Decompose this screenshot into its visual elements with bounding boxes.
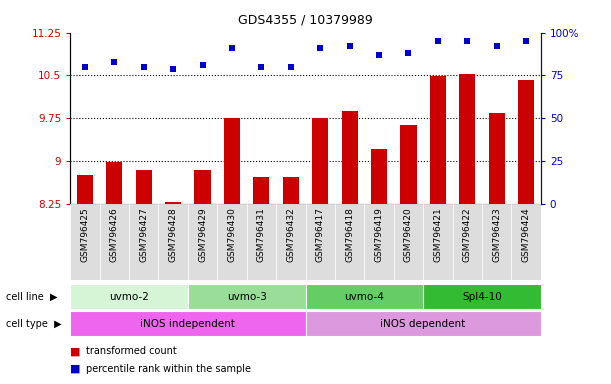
Bar [400,126,417,204]
Text: ■: ■ [70,346,81,356]
Point [139,64,148,70]
Text: GSM796426: GSM796426 [110,207,119,262]
Bar [106,162,122,204]
Text: GSM796430: GSM796430 [227,207,236,262]
Bar [335,204,364,280]
Bar [342,111,357,204]
Text: cell type  ▶: cell type ▶ [6,318,62,329]
Text: uvmo-2: uvmo-2 [109,291,149,302]
Bar [247,204,276,280]
Bar [276,204,306,280]
Point [286,64,296,70]
Bar [312,118,328,204]
Point [168,65,178,71]
Text: percentile rank within the sample: percentile rank within the sample [86,364,251,374]
Text: GSM796429: GSM796429 [198,207,207,262]
Point [463,38,472,44]
Text: GSM796424: GSM796424 [522,207,530,262]
Point [403,50,413,56]
Text: GSM796428: GSM796428 [169,207,178,262]
Bar [489,113,505,204]
Bar [224,118,240,204]
Text: iNOS independent: iNOS independent [141,318,235,329]
Point [345,43,354,50]
Text: GDS4355 / 10379989: GDS4355 / 10379989 [238,13,373,26]
Point [109,59,119,65]
Point [198,62,208,68]
Text: uvmo-3: uvmo-3 [227,291,266,302]
Bar [188,204,218,280]
Bar [194,170,211,204]
Text: GSM796420: GSM796420 [404,207,413,262]
Bar [165,202,181,204]
Text: GSM796432: GSM796432 [287,207,295,262]
Point [80,64,90,70]
Text: GSM796427: GSM796427 [139,207,148,262]
Bar [70,204,100,280]
Text: GSM796422: GSM796422 [463,207,472,262]
Text: GSM796421: GSM796421 [433,207,442,262]
Bar [364,204,393,280]
Bar [283,177,299,204]
Bar [306,204,335,280]
Bar [100,204,129,280]
Text: ■: ■ [70,364,81,374]
Bar [453,204,482,280]
Bar [371,149,387,204]
Bar [158,204,188,280]
Text: GSM796423: GSM796423 [492,207,501,262]
Bar [218,204,247,280]
Point [315,45,325,51]
Bar [430,76,446,204]
Text: GSM796425: GSM796425 [81,207,89,262]
Text: iNOS dependent: iNOS dependent [381,318,466,329]
Text: GSM796417: GSM796417 [316,207,324,262]
Point [521,38,531,44]
Point [227,45,237,51]
Bar [77,175,93,204]
Text: cell line  ▶: cell line ▶ [6,291,57,302]
Bar [393,204,423,280]
Text: GSM796431: GSM796431 [257,207,266,262]
Text: GSM796419: GSM796419 [375,207,384,262]
Point [374,52,384,58]
Point [257,64,266,70]
Point [492,43,502,50]
Text: Spl4-10: Spl4-10 [462,291,502,302]
Text: uvmo-4: uvmo-4 [345,291,384,302]
Bar [518,80,534,204]
Point [433,38,443,44]
Bar [482,204,511,280]
Bar [511,204,541,280]
Text: GSM796418: GSM796418 [345,207,354,262]
Text: transformed count: transformed count [86,346,177,356]
Bar [423,204,453,280]
Bar [136,170,152,204]
Bar [254,177,269,204]
Bar [459,74,475,204]
Bar [129,204,158,280]
